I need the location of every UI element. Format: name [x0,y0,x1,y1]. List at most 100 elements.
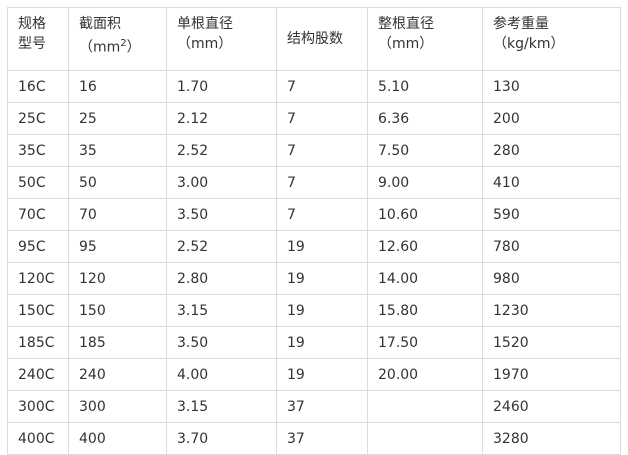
table-cell: 14.00 [367,262,483,295]
table-cell: 590 [482,198,621,231]
table-cell: 35 [68,134,167,167]
table-cell: 19 [276,358,368,391]
table-cell: 150 [68,294,167,327]
table-cell: 1230 [482,294,621,327]
table-cell: 3.00 [166,166,277,199]
header-unit: ） [126,39,141,56]
table-cell: 120C [7,262,69,295]
table-cell: 2.52 [166,134,277,167]
header-weight: 参考重量 （kg/km） [482,7,621,71]
table-row: 400C 400 3.70 37 3280 [7,422,621,455]
table-cell: 7.50 [367,134,483,167]
header-text: 单根直径 [177,16,233,32]
table-row: 120C 120 2.80 19 14.00 980 [7,262,621,295]
table-cell: 17.50 [367,326,483,359]
table-cell: 780 [482,230,621,263]
header-unit: （kg/km） [493,36,565,52]
table-cell: 2.52 [166,230,277,263]
table-cell: 240 [68,358,167,391]
header-unit: （mm） [177,36,233,52]
table-cell: 95C [7,230,69,263]
table-row: 25C 25 2.12 7 6.36 200 [7,102,621,135]
table-cell: 410 [482,166,621,199]
header-text: 截面积 [79,16,121,32]
table-cell: 185C [7,326,69,359]
table-row: 70C 70 3.50 7 10.60 590 [7,198,621,231]
table-row: 300C 300 3.15 37 2460 [7,390,621,423]
spec-table: 规格 型号 截面积 （mm2） 单根直径 （mm） 结构股数 整根直径 （mm） 参考重… [7,7,621,455]
table-row: 35C 35 2.52 7 7.50 280 [7,134,621,167]
table-cell: 12.60 [367,230,483,263]
table-cell: 25C [7,102,69,135]
table-cell: 70C [7,198,69,231]
table-cell: 1970 [482,358,621,391]
table-row: 16C 16 1.70 7 5.10 130 [7,70,621,103]
table-cell: 4.00 [166,358,277,391]
table-cell: 200 [482,102,621,135]
table-cell: 2.80 [166,262,277,295]
table-cell: 7 [276,166,368,199]
table-cell: 7 [276,70,368,103]
table-cell: 16 [68,70,167,103]
table-cell: 25 [68,102,167,135]
table-cell: 7 [276,134,368,167]
table-cell: 35C [7,134,69,167]
table-cell: 3280 [482,422,621,455]
header-text: 整根直径 [378,16,434,32]
header-text: 规格 [18,16,46,32]
header-unit-sup: 2 [120,38,127,49]
table-cell: 185 [68,326,167,359]
table-cell: 20.00 [367,358,483,391]
table-cell: 10.60 [367,198,483,231]
table-cell: 16C [7,70,69,103]
table-cell: 3.50 [166,198,277,231]
table-cell: 50C [7,166,69,199]
table-cell: 19 [276,262,368,295]
table-cell: 70 [68,198,167,231]
table-row: 95C 95 2.52 19 12.60 780 [7,230,621,263]
header-text: 型号 [18,36,46,52]
table-cell: 120 [68,262,167,295]
table-cell: 150C [7,294,69,327]
header-area: 截面积 （mm2） [68,7,167,71]
table-cell: 3.15 [166,390,277,423]
table-cell: 5.10 [367,70,483,103]
table-cell: 3.50 [166,326,277,359]
table-cell: 19 [276,326,368,359]
header-unit: （mm [79,39,121,56]
table-cell: 3.70 [166,422,277,455]
table-cell [367,422,483,455]
table-cell: 19 [276,294,368,327]
table-cell: 1520 [482,326,621,359]
table-cell: 300C [7,390,69,423]
table-cell: 37 [276,390,368,423]
table-cell: 2.12 [166,102,277,135]
table-cell: 7 [276,102,368,135]
table-header-row: 规格 型号 截面积 （mm2） 单根直径 （mm） 结构股数 整根直径 （mm） 参考重… [7,7,621,71]
table-cell: 50 [68,166,167,199]
table-cell: 240C [7,358,69,391]
header-strands: 结构股数 [276,7,368,71]
table-cell: 7 [276,198,368,231]
table-row: 240C 240 4.00 19 20.00 1970 [7,358,621,391]
header-text: 参考重量 [493,16,549,32]
table-cell: 6.36 [367,102,483,135]
table-row: 185C 185 3.50 19 17.50 1520 [7,326,621,359]
table-cell: 95 [68,230,167,263]
table-cell: 19 [276,230,368,263]
table-cell: 980 [482,262,621,295]
table-cell: 280 [482,134,621,167]
header-overall-diameter: 整根直径 （mm） [367,7,483,71]
header-model: 规格 型号 [7,7,69,71]
table-cell: 300 [68,390,167,423]
table-cell: 9.00 [367,166,483,199]
header-unit: （mm） [378,36,434,52]
header-text: 结构股数 [287,31,343,47]
table-cell [367,390,483,423]
table-cell: 400C [7,422,69,455]
table-cell: 2460 [482,390,621,423]
table-cell: 130 [482,70,621,103]
table-cell: 3.15 [166,294,277,327]
table-row: 50C 50 3.00 7 9.00 410 [7,166,621,199]
header-single-diameter: 单根直径 （mm） [166,7,277,71]
